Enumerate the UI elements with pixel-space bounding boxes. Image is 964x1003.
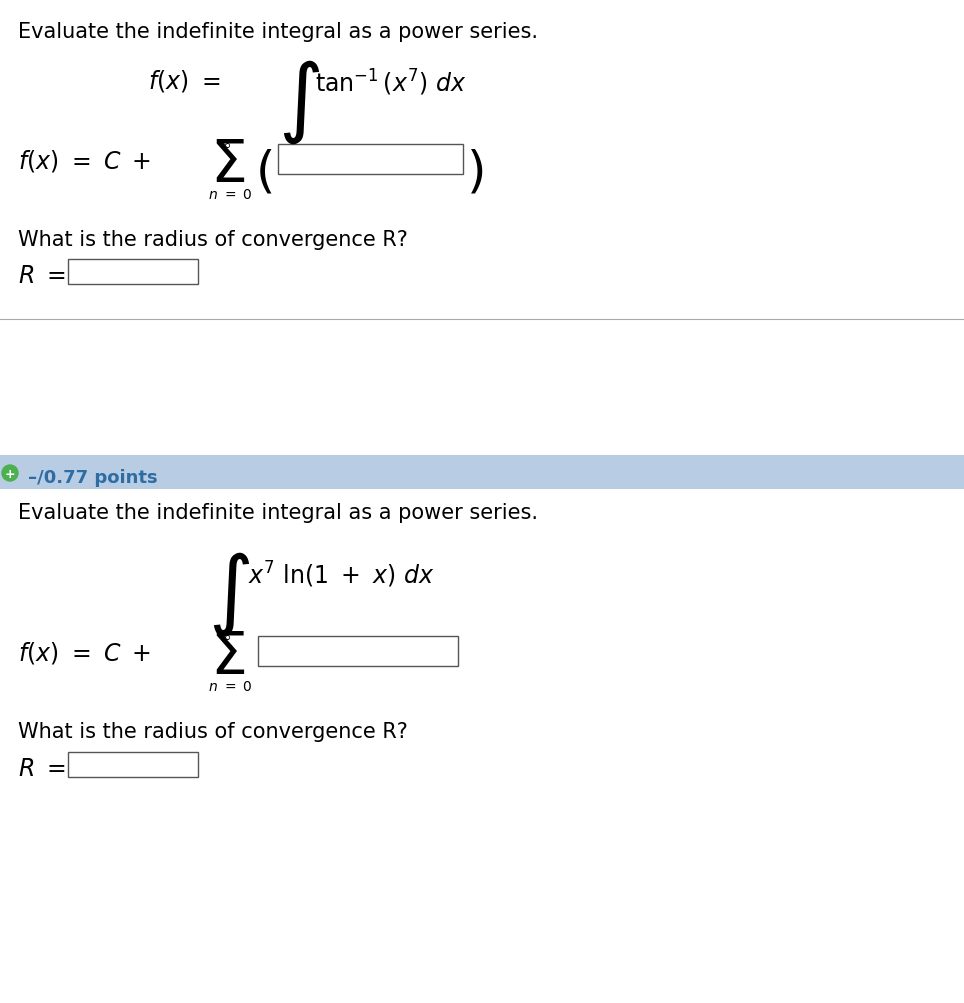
Text: $R\ =$: $R\ =$ [18,265,66,288]
Text: $($: $($ [255,147,273,198]
Text: $\int$: $\int$ [278,58,320,145]
Text: $n\ =\ 0$: $n\ =\ 0$ [208,188,253,202]
Text: $f(x)\ =\ $: $f(x)\ =\ $ [148,68,220,94]
Text: Evaluate the indefinite integral as a power series.: Evaluate the indefinite integral as a po… [18,503,538,523]
FancyBboxPatch shape [278,144,463,175]
Text: $)$: $)$ [466,147,483,198]
Text: $\Sigma$: $\Sigma$ [210,137,245,194]
FancyBboxPatch shape [0,455,964,489]
FancyBboxPatch shape [68,752,198,777]
FancyBboxPatch shape [68,260,198,285]
Text: $\int$: $\int$ [208,550,250,637]
Text: What is the radius of convergence R?: What is the radius of convergence R? [18,230,408,250]
Text: $n\ =\ 0$: $n\ =\ 0$ [208,679,253,693]
Text: What is the radius of convergence R?: What is the radius of convergence R? [18,721,408,741]
Circle shape [2,465,18,481]
Text: $f(x)\ =\ C\ +$: $f(x)\ =\ C\ +$ [18,639,151,665]
Text: $f(x)\ =\ C\ +$: $f(x)\ =\ C\ +$ [18,147,151,174]
Text: Evaluate the indefinite integral as a power series.: Evaluate the indefinite integral as a po… [18,22,538,42]
Text: $\tan^{-1}(x^7)\ dx$: $\tan^{-1}(x^7)\ dx$ [315,68,467,98]
Text: $\infty$: $\infty$ [218,137,231,151]
FancyBboxPatch shape [258,636,458,666]
Text: $\infty$: $\infty$ [218,629,231,643]
Text: +: + [5,467,15,480]
Text: $R\ =$: $R\ =$ [18,757,66,780]
Text: –/0.77 points: –/0.77 points [28,468,158,486]
Text: $x^7\ \ln(1\ +\ x)\ dx$: $x^7\ \ln(1\ +\ x)\ dx$ [248,560,435,590]
Text: $\Sigma$: $\Sigma$ [210,629,245,685]
